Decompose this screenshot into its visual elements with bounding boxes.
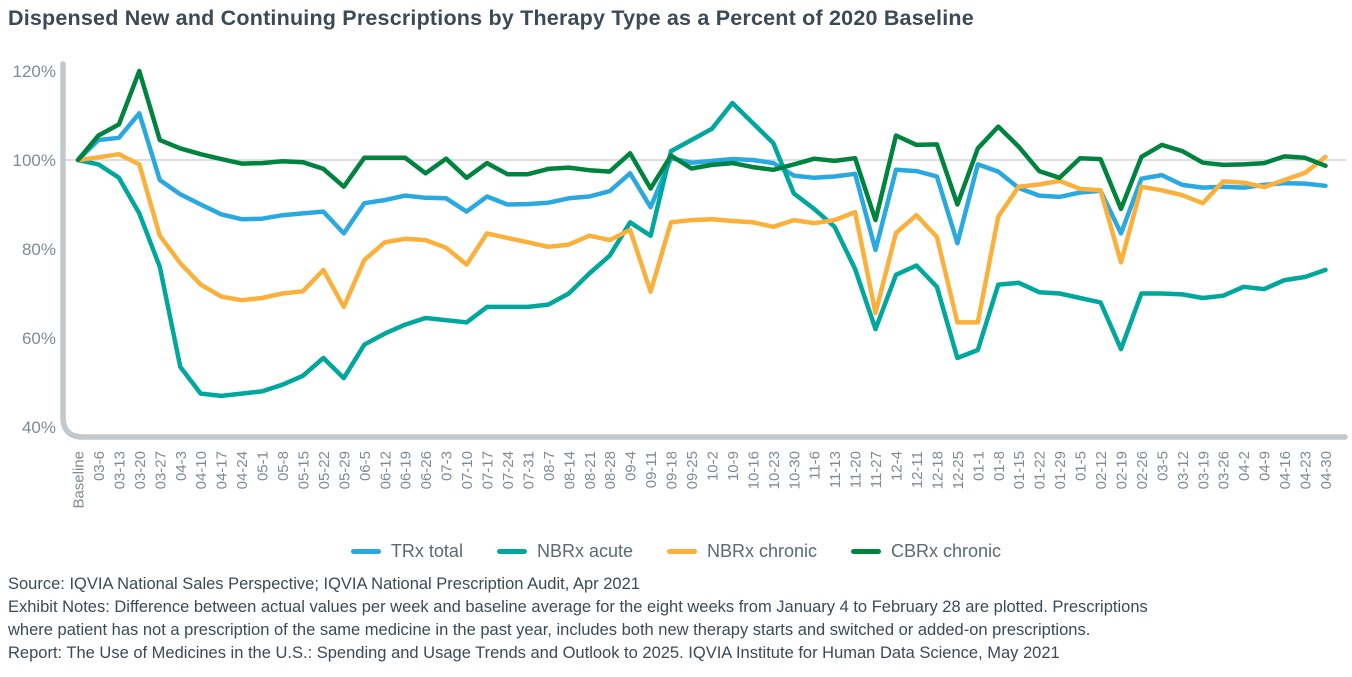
x-tick-label: 07-24	[500, 451, 517, 489]
x-tick-label: 04-16	[1277, 451, 1294, 489]
trx-total-line-swatch-icon	[350, 548, 381, 554]
x-tick-label: 10-16	[745, 451, 762, 489]
x-tick-label: 05-15	[295, 451, 312, 489]
x-tick-label: 09-4	[623, 451, 640, 481]
y-axis-labels: 120% 100% 80% 60% 40%	[13, 62, 56, 437]
series-line-cbrx-chronic	[75, 68, 1328, 223]
x-tick-label: 02-12	[1093, 451, 1110, 489]
x-tick-label: 03-26	[1216, 451, 1233, 489]
x-tick-label: 04-10	[193, 451, 210, 489]
x-tick-label: 07-10	[459, 451, 476, 489]
x-tick-label: 03-19	[1195, 451, 1212, 489]
legend-item-trx-total: TRx total	[350, 540, 463, 562]
nbrx-acute-line-swatch-icon	[496, 548, 527, 554]
x-tick-label: 10-30	[786, 451, 803, 489]
x-tick-label: 04-3	[173, 451, 190, 481]
x-tick-label: 09-11	[643, 451, 660, 488]
legend-item-cbrx-chronic: CBRx chronic	[851, 541, 1001, 562]
x-tick-label: 09-25	[684, 451, 701, 489]
x-tick-label: 11-6	[807, 451, 824, 480]
x-tick-label: 03-6	[91, 451, 108, 481]
x-tick-label: 12-11	[909, 451, 926, 488]
legend-item-nbrx-chronic: NBRx chronic	[667, 541, 817, 562]
chart-legend: TRx total NBRx acute NBRx chronic CBRx c…	[0, 536, 1352, 566]
cbrx-chronic-line-swatch-icon	[851, 548, 882, 554]
x-tick-label: Baseline	[71, 451, 88, 509]
x-axis-labels: Baseline 03-6 03-13 03-20 03-27 04-3 04-10 04-1…	[71, 451, 1335, 509]
x-tick-label: 02-19	[1113, 451, 1130, 489]
x-tick-label: 08-14	[561, 451, 578, 489]
x-tick-label: 05-8	[275, 451, 292, 481]
x-tick-label: 07-3	[439, 451, 456, 481]
chart-title: Dispensed New and Continuing Prescriptio…	[8, 6, 974, 30]
x-tick-label: 12-4	[889, 451, 906, 481]
x-tick-label: 01-29	[1052, 451, 1069, 489]
x-tick-label: 08-21	[582, 451, 599, 489]
exhibit-note-line-1: Exhibit Notes: Difference between actual…	[8, 598, 1148, 616]
x-tick-label: 03-5	[1154, 451, 1171, 481]
x-tick-label: 10-9	[725, 451, 742, 481]
x-tick-label: 06-19	[398, 451, 415, 489]
x-tick-label: 10-2	[704, 451, 721, 481]
x-tick-label: 01-15	[1011, 451, 1028, 489]
x-tick-label: 04-9	[1257, 451, 1274, 481]
x-tick-label: 06-12	[377, 451, 394, 489]
legend-label: NBRx chronic	[707, 540, 818, 561]
x-tick-label: 09-18	[664, 451, 681, 489]
x-tick-label: 10-23	[766, 451, 783, 489]
x-tick-label: 03-13	[111, 451, 128, 489]
y-tick-label: 120%	[13, 62, 56, 81]
footnotes: Source: IQVIA National Sales Perspective…	[8, 573, 1348, 665]
y-tick-label: 80%	[22, 240, 56, 259]
x-tick-label: 06-5	[357, 451, 374, 481]
x-tick-label: 04-23	[1298, 451, 1315, 489]
source-note: Source: IQVIA National Sales Perspective…	[8, 575, 640, 593]
x-tick-label: 01-8	[991, 451, 1008, 481]
x-tick-label: 12-25	[950, 451, 967, 489]
x-tick-label: 07-17	[480, 451, 497, 489]
x-tick-label: 11-13	[827, 451, 844, 488]
x-tick-label: 04-24	[234, 451, 251, 489]
nbrx-chronic-line-swatch-icon	[667, 548, 697, 554]
x-tick-label: 07-31	[520, 451, 537, 489]
series-line-nbrx-chronic	[75, 151, 1328, 325]
legend-item-nbrx-acute: NBRx acute	[496, 540, 633, 562]
x-tick-label: 04-30	[1318, 451, 1335, 489]
x-tick-label: 01-1	[970, 451, 987, 481]
x-tick-label: 04-17	[214, 451, 231, 489]
x-tick-label: 08-7	[541, 451, 558, 481]
y-tick-label: 60%	[22, 329, 56, 348]
x-tick-label: 03-27	[152, 451, 169, 489]
x-tick-label: 08-28	[602, 451, 619, 489]
x-tick-label: 01-22	[1032, 451, 1049, 489]
legend-label: TRx total	[390, 540, 463, 561]
series-line-trx-total	[75, 111, 1328, 253]
x-tick-label: 05-22	[316, 451, 333, 489]
report-note: Report: The Use of Medicines in the U.S.…	[8, 644, 1060, 662]
x-tick-label: 02-26	[1134, 451, 1151, 489]
x-tick-label: 03-12	[1175, 451, 1192, 489]
y-tick-label: 40%	[22, 418, 56, 437]
series-line-nbrx-acute	[75, 100, 1328, 399]
x-tick-label: 04-2	[1236, 451, 1253, 481]
x-tick-label: 06-26	[418, 451, 435, 489]
x-tick-label: 05-29	[336, 451, 353, 489]
y-tick-label: 100%	[13, 151, 56, 170]
axis-frame	[60, 61, 1348, 440]
legend-label: CBRx chronic	[891, 540, 1002, 561]
x-tick-label: 11-20	[848, 451, 865, 488]
legend-label: NBRx acute	[536, 540, 633, 561]
x-tick-label: 03-20	[132, 451, 149, 489]
exhibit-note-line-2: where patient has not a prescription of …	[8, 621, 1091, 639]
x-tick-label: 12-18	[929, 451, 946, 489]
x-tick-label: 11-27	[868, 451, 885, 488]
prescriptions-trend-chart: 120%100%80%60%40%Baseline 03-6 03-13 03-20 0…	[13, 61, 1348, 509]
x-tick-label: 05-1	[255, 451, 272, 481]
x-tick-label: 01-5	[1073, 451, 1090, 481]
